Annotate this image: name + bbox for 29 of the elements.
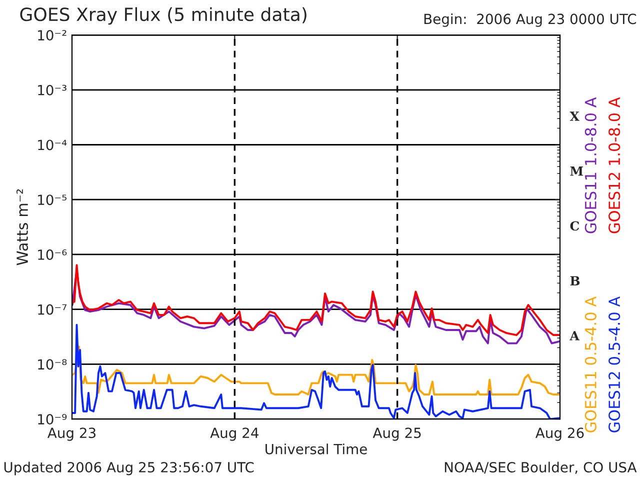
y-tick-label: 10⁻⁸ — [38, 359, 67, 370]
y-tick-label: 10⁻⁹ — [38, 414, 67, 425]
y-tick-label: 10⁻⁷ — [38, 304, 66, 315]
x-tick-label: Aug 26 — [536, 428, 584, 441]
text: B — [570, 276, 580, 286]
x-tick-label: Aug 23 — [48, 428, 96, 441]
text: C — [570, 221, 580, 231]
text: GOES11 0.5-4.0 A — [584, 296, 596, 432]
x-tick-label: Aug 25 — [372, 428, 421, 441]
chart-subtitle: Begin: 2006 Aug 23 0000 UTC — [424, 13, 636, 27]
text: GOES11 1.0-8.0 A — [584, 97, 596, 234]
chart-title: GOES Xray Flux (5 minute data) — [20, 7, 306, 25]
y-tick-label: 10⁻⁶ — [38, 249, 67, 260]
y-tick-label: 10⁻⁵ — [38, 194, 66, 206]
text: Updated 2006 Aug 25 23:56:07 UTC — [4, 462, 254, 476]
x-tick-label: Aug 24 — [210, 428, 258, 441]
text: GOES12 1.0-8.0 A — [608, 97, 620, 234]
text: A — [570, 331, 580, 340]
text: NOAA/SEC Boulder, CO USA — [444, 462, 637, 474]
y-tick-label: 10⁻³ — [38, 84, 66, 96]
line-series — [72, 264, 560, 336]
text: X — [570, 112, 580, 121]
line-series — [72, 346, 560, 396]
y-tick-label: 10⁻⁴ — [38, 140, 67, 150]
y-tick-label: 10⁻² — [38, 30, 66, 41]
text: M — [570, 166, 583, 176]
x-axis-title: Universal Time — [266, 444, 367, 454]
y-axis-title: Watts m⁻² — [16, 189, 28, 266]
text: GOES12 0.5-4.0 A — [608, 296, 620, 432]
